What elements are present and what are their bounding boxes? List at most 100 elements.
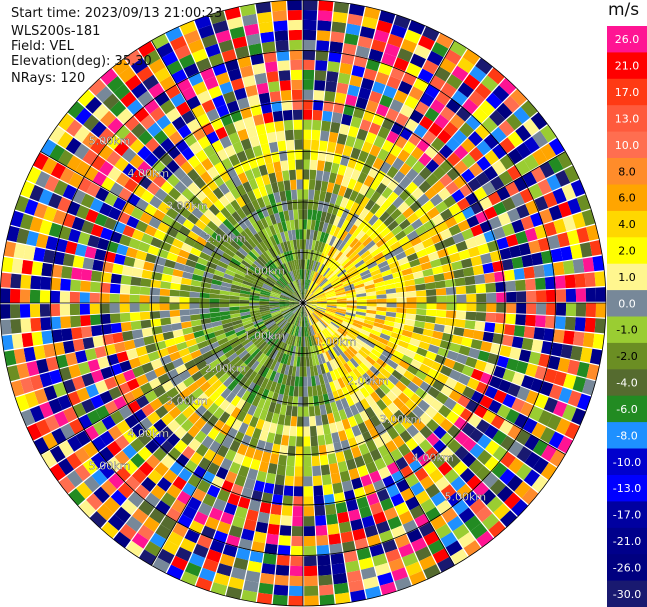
velocity-gate — [139, 303, 150, 312]
velocity-gate — [493, 201, 507, 216]
velocity-gate — [316, 304, 327, 307]
colorbar-tick-label: -4.0 — [616, 377, 637, 390]
velocity-gate — [271, 289, 282, 295]
velocity-gate — [109, 313, 121, 324]
velocity-gate — [72, 402, 87, 418]
velocity-gate — [476, 293, 487, 303]
velocity-gate — [451, 65, 469, 82]
velocity-gate — [303, 29, 317, 41]
velocity-gate — [219, 238, 230, 248]
velocity-gate — [174, 412, 188, 426]
velocity-gate — [549, 449, 566, 467]
velocity-gate — [214, 329, 225, 337]
velocity-gate — [334, 332, 343, 341]
velocity-gate — [550, 342, 563, 357]
velocity-gate — [239, 335, 250, 344]
velocity-gate — [367, 336, 378, 345]
velocity-gate — [210, 582, 228, 596]
velocity-gate — [533, 265, 545, 278]
velocity-gate — [237, 247, 248, 257]
velocity-gate — [23, 245, 36, 261]
velocity-gate — [139, 295, 150, 303]
velocity-gate — [409, 338, 421, 347]
velocity-gate — [283, 385, 290, 396]
velocity-gate — [318, 150, 327, 162]
velocity-gate — [311, 283, 318, 293]
velocity-gate — [151, 33, 169, 50]
velocity-gate — [355, 230, 366, 241]
velocity-gate — [152, 447, 167, 462]
velocity-gate — [192, 81, 208, 96]
velocity-gate — [110, 322, 122, 334]
velocity-gate — [303, 436, 311, 447]
velocity-gate — [456, 294, 467, 303]
velocity-gate — [255, 208, 265, 220]
velocity-gate — [286, 344, 292, 355]
velocity-gate — [276, 255, 283, 265]
velocity-gate — [247, 224, 258, 236]
velocity-gate — [532, 130, 549, 148]
velocity-gate — [83, 475, 100, 493]
velocity-gate — [240, 3, 256, 17]
velocity-gate — [509, 245, 522, 258]
velocity-gate — [368, 166, 380, 179]
velocity-gate — [129, 285, 141, 295]
velocity-gate — [16, 363, 30, 379]
velocity-gate — [560, 246, 573, 261]
velocity-gate — [341, 257, 351, 267]
velocity-gate — [362, 343, 374, 352]
velocity-gate — [468, 90, 485, 107]
velocity-gate — [404, 95, 419, 110]
velocity-gate — [222, 218, 234, 230]
velocity-gate — [265, 411, 274, 423]
velocity-gate — [108, 386, 122, 400]
velocity-gate — [362, 452, 374, 465]
velocity-gate — [242, 379, 252, 390]
velocity-gate — [225, 329, 236, 338]
velocity-gate — [337, 241, 347, 252]
velocity-gate — [173, 426, 187, 440]
velocity-gate — [101, 176, 116, 192]
velocity-gate — [406, 252, 419, 262]
velocity-gate — [69, 418, 84, 435]
velocity-gate — [469, 443, 485, 459]
velocity-gate — [348, 467, 360, 480]
velocity-gate — [411, 537, 427, 552]
velocity-gate — [34, 388, 48, 405]
velocity-gate — [370, 448, 382, 462]
velocity-gate — [11, 333, 24, 349]
velocity-gate — [68, 488, 86, 506]
velocity-gate — [316, 298, 327, 301]
velocity-gate — [386, 165, 399, 179]
velocity-gate — [138, 175, 153, 190]
velocity-gate — [266, 533, 279, 545]
velocity-gate — [356, 365, 366, 376]
velocity-gate — [422, 328, 434, 337]
velocity-gate — [475, 465, 492, 482]
velocity-gate — [260, 143, 271, 155]
velocity-gate — [340, 196, 349, 209]
velocity-gate — [228, 153, 240, 167]
velocity-gate — [341, 480, 353, 492]
velocity-gate — [295, 316, 300, 327]
velocity-gate — [379, 94, 393, 108]
colorbar-bin — [607, 263, 647, 291]
velocity-gate — [207, 427, 220, 441]
velocity-gate — [316, 30, 331, 42]
velocity-gate — [339, 341, 349, 351]
velocity-gate — [125, 516, 143, 532]
velocity-gate — [368, 265, 380, 273]
velocity-gate — [48, 193, 63, 209]
velocity-gate — [333, 226, 341, 238]
velocity-gate — [225, 470, 238, 484]
velocity-gate — [243, 518, 257, 532]
velocity-gate — [328, 337, 337, 347]
velocity-gate — [329, 370, 338, 381]
velocity-gate — [138, 461, 154, 477]
velocity-gate — [321, 474, 332, 486]
velocity-gate — [224, 403, 236, 415]
velocity-gate — [329, 224, 337, 236]
velocity-gate — [379, 161, 392, 174]
velocity-gate — [415, 224, 427, 236]
velocity-gate — [237, 496, 251, 509]
